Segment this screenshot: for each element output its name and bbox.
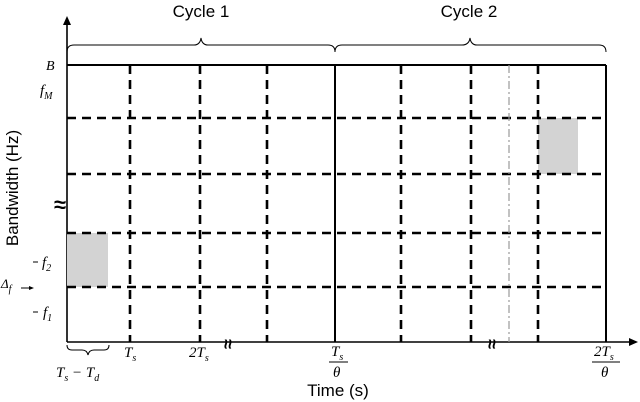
cycle-1-label: Cycle 1 [173,2,230,21]
two-ts-over-theta-numerator: 2Ts [594,344,614,363]
x-marker-2ts: 2Ts [189,345,209,364]
x-axis-label: Time (s) [307,381,369,400]
ts-over-theta-denominator: θ [333,365,341,381]
y-axis-label: Bandwidth (Hz) [3,130,22,246]
x-axis-arrow [629,338,638,346]
cycle-2-label: Cycle 2 [441,2,498,21]
y-marker-delta-f: Δf [0,276,13,295]
y-marker-delta-f-group: Δf [0,276,34,295]
x-axis-break-1: ≈ [218,339,238,349]
axis-break-symbol: ≈ [54,192,66,217]
y-marker-f1: f1 [43,305,52,324]
y-axis-arrow [63,16,71,25]
y-marker-b: B [46,59,55,74]
y-marker-fm: fM [40,83,53,102]
brace-cycle-2 [335,38,606,52]
x-axis-break-2: ≈ [482,339,502,349]
two-ts-over-theta-denominator: θ [601,365,609,381]
grid-frame [67,65,606,342]
ts-minus-td-brace [67,345,109,355]
y-marker-f2-group: f2 [33,255,51,274]
y-marker-f1-group: f1 [33,305,52,324]
ts-over-theta-numerator: Ts [331,344,343,363]
x-marker-2ts-over-theta: 2Ts θ [592,344,620,381]
occupied-slot-cycle2 [538,118,578,174]
cycle-braces [67,38,606,52]
delta-f-arrow-head [29,286,34,290]
x-marker-ts-over-theta: Ts θ [329,344,348,381]
ts-minus-td-bracket [67,345,109,355]
brace-cycle-1 [67,38,335,52]
occupied-slot-cycle1 [67,233,108,287]
x-marker-ts-minus-td: Ts − Td [56,365,100,384]
horizontal-dashed-lines [67,118,606,287]
y-marker-f2: f2 [42,255,51,274]
x-marker-ts: Ts [124,345,136,364]
